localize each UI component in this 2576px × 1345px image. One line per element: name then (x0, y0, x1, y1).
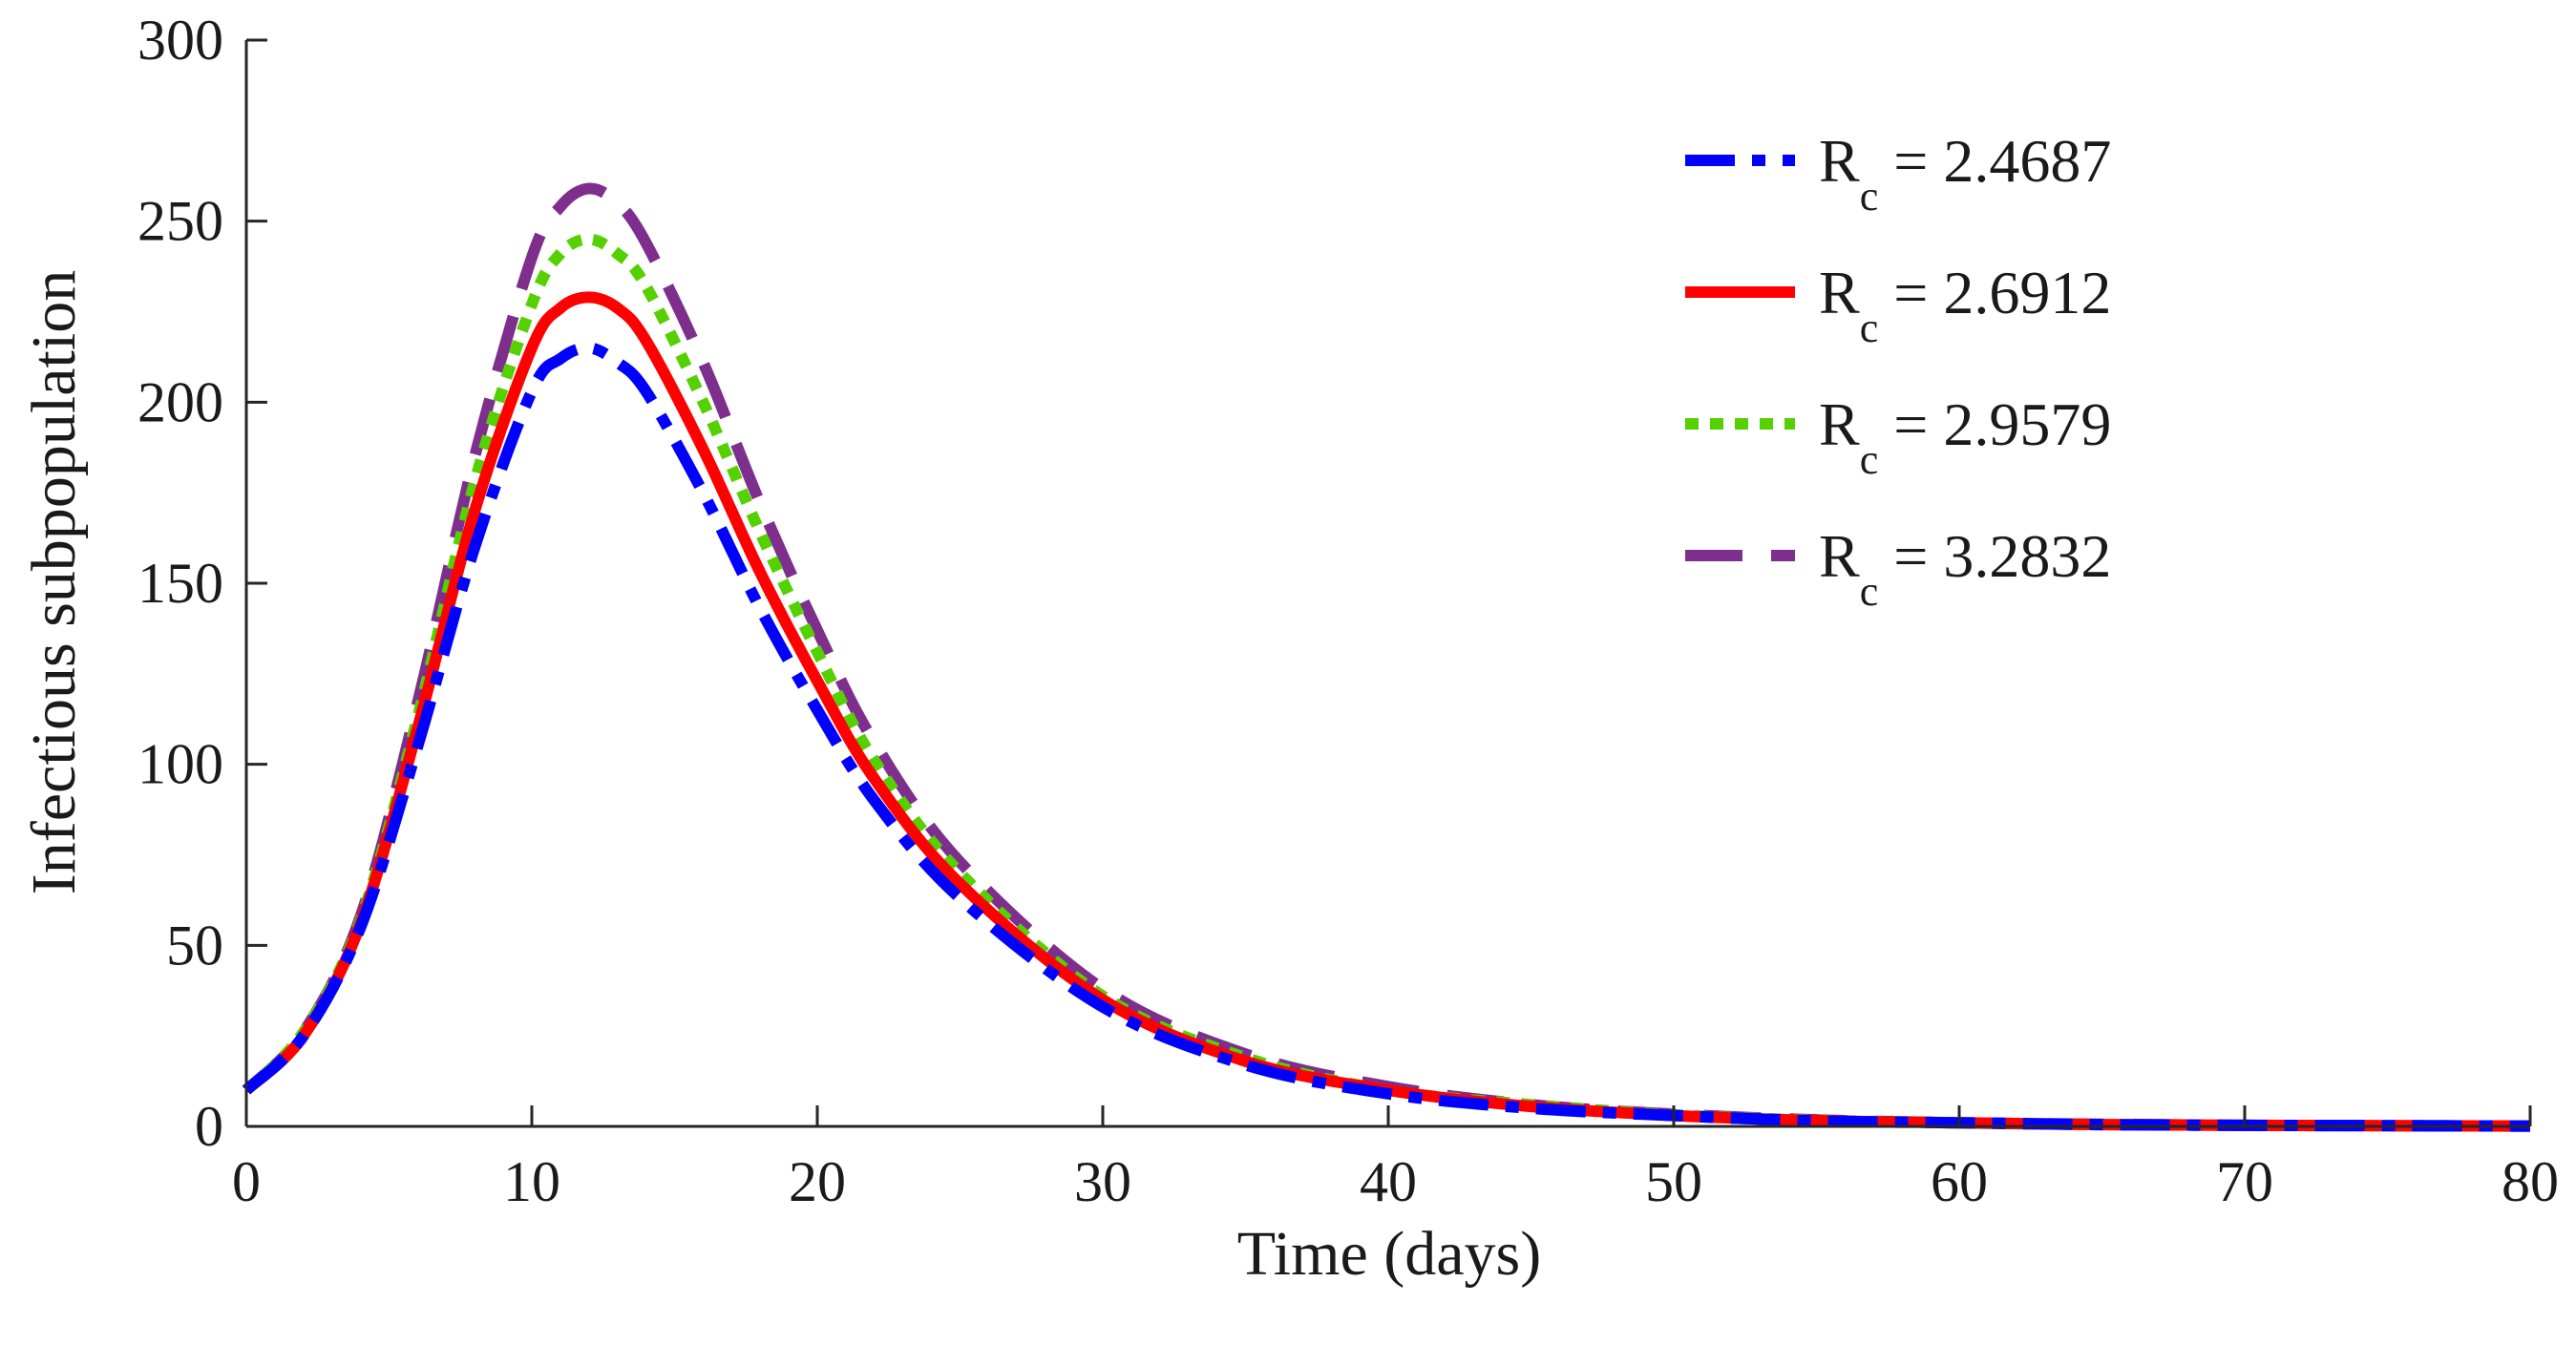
legend-value: = 2.9579 (1878, 390, 2111, 458)
y-tick-label: 300 (137, 9, 223, 72)
legend-value: = 3.2832 (1878, 522, 2111, 590)
legend-subscript: c (1860, 436, 1879, 483)
axes: 0 10 20 30 40 50 60 70 80 0 50 100 150 200 250 300 (137, 9, 2559, 1213)
legend-symbol: R (1819, 259, 1860, 326)
legend-item-3: Rc = 2.9579 (1685, 390, 2111, 483)
y-tick-label: 50 (166, 914, 223, 977)
legend-value: = 2.4687 (1878, 127, 2111, 195)
series-line-3 (242, 233, 2531, 1132)
y-tick-label: 250 (137, 190, 223, 253)
legend-value: = 2.6912 (1878, 259, 2111, 326)
legend-subscript: c (1860, 305, 1879, 351)
legend-subscript: c (1860, 173, 1879, 220)
legend-subscript: c (1860, 568, 1879, 615)
x-tick-label: 0 (232, 1150, 261, 1213)
legend-label: Rc = 2.4687 (1819, 127, 2111, 220)
legend-item-1: Rc = 2.4687 (1685, 127, 2111, 220)
legend-symbol: R (1819, 127, 1860, 195)
x-tick-label: 40 (1360, 1150, 1417, 1213)
legend-label: Rc = 3.2832 (1819, 522, 2111, 615)
series-line-1 (242, 342, 2531, 1132)
legend-symbol: R (1819, 390, 1860, 458)
x-tick-label: 30 (1074, 1150, 1131, 1213)
legend-label: Rc = 2.9579 (1819, 390, 2111, 483)
x-tick-label: 70 (2216, 1150, 2273, 1213)
x-axis-label: Time (days) (1237, 1219, 1541, 1289)
y-tick-label: 200 (137, 370, 223, 433)
x-tick-label: 20 (789, 1150, 846, 1213)
y-axis-label: Infectious subpopulation (19, 270, 89, 894)
x-tick-label: 60 (1931, 1150, 1988, 1213)
x-tick-label: 80 (2502, 1150, 2559, 1213)
series-layer (242, 182, 2531, 1132)
y-tick-label: 150 (137, 552, 223, 615)
series-line-2 (242, 291, 2531, 1132)
legend-item-2: Rc = 2.6912 (1685, 259, 2111, 351)
x-tick-label: 50 (1645, 1150, 1702, 1213)
legend-item-4: Rc = 3.2832 (1685, 522, 2111, 615)
y-tick-label: 0 (195, 1095, 223, 1158)
y-tick-label: 100 (137, 733, 223, 796)
legend-symbol: R (1819, 522, 1860, 590)
legend-label: Rc = 2.6912 (1819, 259, 2111, 351)
series-line-4 (242, 182, 2531, 1132)
x-tick-label: 10 (503, 1150, 560, 1213)
